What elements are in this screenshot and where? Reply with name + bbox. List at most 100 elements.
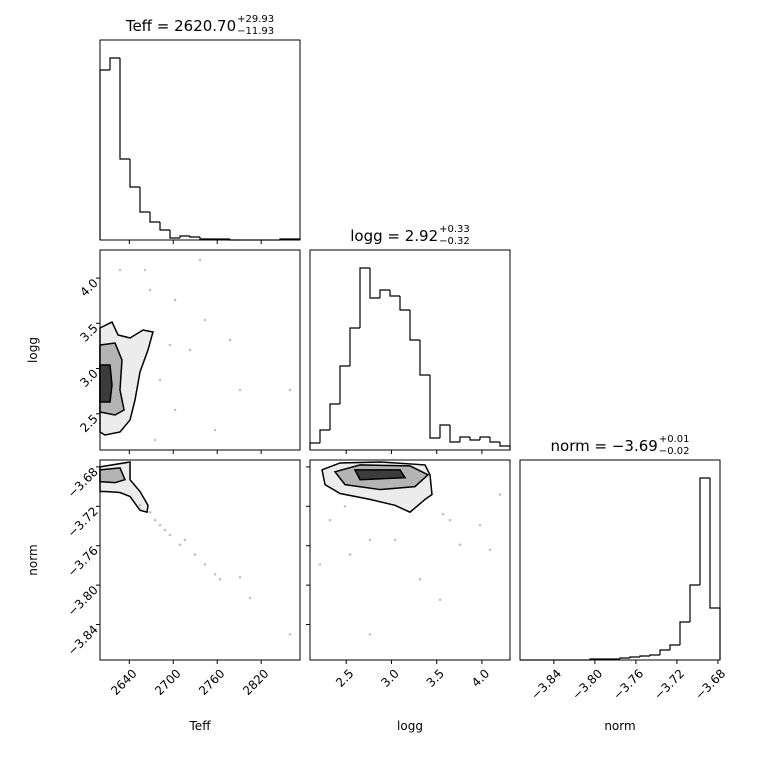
- sample-point: [288, 633, 292, 636]
- sample-point: [183, 538, 187, 542]
- sample-point: [178, 543, 182, 547]
- histogram-step: [479, 436, 490, 440]
- y-tick-label: 2.5: [77, 412, 100, 435]
- histogram-step: [619, 657, 630, 659]
- sample-point: [143, 268, 147, 272]
- sample-point: [138, 504, 142, 507]
- sample-point: [213, 428, 217, 432]
- y-tick-label: 3.5: [77, 321, 100, 344]
- histogram-step: [319, 429, 330, 443]
- sample-point: [438, 598, 442, 602]
- sample-point: [318, 563, 322, 566]
- histogram-step: [389, 290, 400, 297]
- histogram-step: [189, 236, 200, 238]
- y-tick-label: −3.80: [65, 583, 101, 619]
- x-tick-label: 4.0: [469, 666, 492, 689]
- histogram-step: [499, 442, 511, 450]
- y-axis-label: norm: [26, 544, 40, 575]
- y-tick-label: 3.0: [77, 366, 100, 389]
- sample-point: [238, 575, 242, 579]
- x-tick-label: 2820: [240, 666, 271, 697]
- x-tick-label: 2640: [108, 666, 139, 697]
- title-upper: +29.93: [237, 14, 274, 25]
- sample-point: [158, 523, 162, 527]
- sample-point: [168, 533, 172, 537]
- histogram-step: [369, 268, 380, 299]
- sample-point: [198, 258, 202, 262]
- histogram-step: [659, 649, 670, 655]
- histogram-step: [449, 425, 460, 443]
- histogram-step: [409, 310, 420, 341]
- sample-point: [238, 388, 242, 392]
- x-tick-label: −3.72: [651, 666, 687, 702]
- histogram-step: [349, 327, 360, 366]
- sample-point: [458, 543, 462, 547]
- histogram-step: [99, 69, 110, 240]
- sample-point: [173, 298, 177, 302]
- sample-point: [448, 518, 452, 522]
- histogram-step: [489, 437, 500, 443]
- y-tick-label: −3.72: [65, 504, 101, 540]
- x-tick-label: 2700: [152, 666, 183, 697]
- panel-frame: [99, 39, 301, 241]
- panel-frame: [99, 249, 301, 451]
- sample-point: [193, 553, 197, 556]
- y-tick-label: 4.0: [77, 276, 100, 299]
- histogram-step: [649, 654, 660, 656]
- x-tick-label: −3.68: [692, 666, 728, 702]
- histogram-step: [629, 656, 640, 658]
- y-tick-label: −3.84: [65, 622, 101, 658]
- histogram-step: [139, 187, 150, 213]
- sample-point: [203, 318, 207, 322]
- histogram-step: [149, 212, 160, 223]
- x-axis-label: Teff: [189, 719, 212, 733]
- x-tick-label: 2760: [196, 666, 227, 697]
- panel-frame: [519, 459, 721, 661]
- sample-point: [418, 577, 422, 581]
- title-lower: −11.93: [237, 26, 274, 37]
- histogram-step: [329, 403, 340, 430]
- histogram-step: [699, 477, 710, 585]
- title-lower: −0.02: [659, 446, 690, 457]
- sample-point: [478, 523, 482, 527]
- sample-point: [368, 538, 372, 542]
- y-axis-label: logg: [26, 337, 40, 363]
- panel-title: Teff = 2620.70: [125, 17, 236, 35]
- sample-point: [168, 343, 172, 347]
- title-upper: +0.33: [439, 224, 470, 235]
- sample-point: [228, 338, 232, 342]
- sample-point: [288, 388, 292, 392]
- histogram-step: [199, 237, 210, 240]
- histogram-step: [459, 436, 470, 442]
- sample-point: [148, 510, 152, 514]
- histogram-step: [669, 644, 680, 650]
- sample-point: [173, 408, 177, 412]
- sample-point: [348, 553, 352, 556]
- sample-point: [163, 528, 167, 532]
- x-tick-label: 3.5: [424, 666, 447, 689]
- x-tick-label: −3.80: [569, 666, 605, 702]
- sample-point: [393, 538, 397, 542]
- panel-title: logg = 2.92: [350, 227, 438, 245]
- panel-frame: [99, 459, 301, 661]
- sample-point: [153, 518, 157, 522]
- histogram-step: [439, 424, 450, 438]
- histogram-step: [359, 267, 370, 328]
- histogram-step: [419, 340, 430, 376]
- histogram-step: [109, 57, 120, 70]
- sample-point: [328, 518, 332, 522]
- panel-title: norm = −3.69: [551, 437, 658, 455]
- sample-point: [213, 572, 217, 576]
- histogram-step: [159, 222, 170, 231]
- sample-point: [148, 288, 152, 292]
- sample-point: [203, 563, 207, 566]
- y-tick-label: −3.68: [65, 465, 101, 501]
- sample-point: [158, 378, 162, 382]
- sample-point: [441, 512, 445, 516]
- sample-point: [368, 633, 372, 636]
- x-tick-label: 3.0: [378, 666, 401, 689]
- histogram-step: [169, 230, 180, 239]
- sample-point: [498, 493, 502, 496]
- histogram-step: [469, 437, 480, 441]
